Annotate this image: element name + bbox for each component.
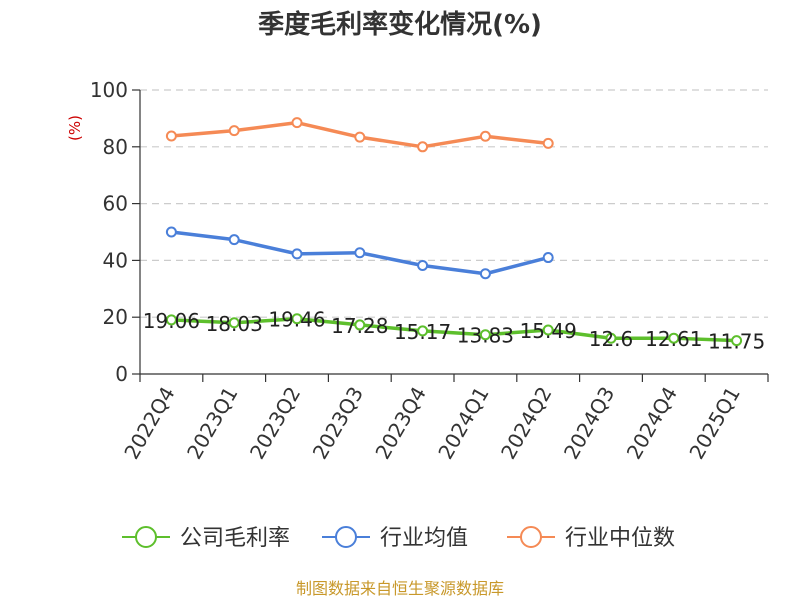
x-tick-label: 2024Q3 bbox=[559, 383, 619, 464]
data-point[interactable] bbox=[479, 329, 491, 341]
legend-label: 行业均值 bbox=[380, 526, 468, 551]
data-point[interactable] bbox=[291, 313, 303, 325]
data-point[interactable] bbox=[417, 325, 429, 337]
data-label: 15.49 bbox=[520, 319, 577, 343]
legend-label: 公司毛利率 bbox=[180, 526, 290, 551]
y-tick-label: 60 bbox=[103, 192, 128, 216]
data-point[interactable] bbox=[228, 317, 240, 329]
data-labels: 19.06 18.03 19.46 17.28 15.17 13.83 15.49 12.6 1… bbox=[143, 308, 765, 354]
data-point[interactable] bbox=[605, 332, 617, 344]
x-tick-label: 2023Q2 bbox=[245, 383, 305, 464]
legend-item-0[interactable]: 公司毛利率 bbox=[122, 526, 290, 551]
source-note: 制图数据来自恒生聚源数据库 bbox=[296, 579, 504, 598]
data-point[interactable] bbox=[228, 125, 240, 137]
legend-label: 行业中位数 bbox=[565, 526, 675, 551]
data-point[interactable] bbox=[228, 234, 240, 246]
legend-swatch-marker bbox=[135, 526, 157, 548]
data-point[interactable] bbox=[354, 319, 366, 331]
y-axis-unit: (%) bbox=[66, 115, 84, 141]
data-point[interactable] bbox=[165, 130, 177, 142]
data-point[interactable] bbox=[417, 260, 429, 272]
y-tick-label: 100 bbox=[90, 78, 128, 102]
data-point[interactable] bbox=[479, 268, 491, 280]
y-tick-label: 0 bbox=[115, 362, 128, 386]
data-label: 13.83 bbox=[457, 324, 514, 348]
x-tick-label: 2023Q4 bbox=[370, 383, 430, 464]
legend-item-1[interactable]: 行业均值 bbox=[322, 526, 468, 551]
data-label: 12.61 bbox=[645, 327, 702, 351]
data-point[interactable] bbox=[542, 252, 554, 264]
x-tick-labels: 2022Q4 2023Q1 2023Q2 2023Q3 2023Q4 2024Q1 2024… bbox=[119, 383, 745, 464]
y-tick-labels: 0 20 40 60 80 100 bbox=[90, 78, 128, 386]
data-label: 15.17 bbox=[394, 320, 451, 344]
y-tick-label: 40 bbox=[103, 248, 128, 272]
legend-item-2[interactable]: 行业中位数 bbox=[507, 526, 675, 551]
legend-swatch-marker bbox=[335, 526, 357, 548]
x-tick-label: 2025Q1 bbox=[684, 383, 744, 464]
legend-swatch-marker bbox=[520, 526, 542, 548]
chart-title: 季度毛利率变化情况(%) bbox=[258, 9, 542, 40]
data-label: 19.06 bbox=[143, 309, 200, 333]
data-point[interactable] bbox=[354, 131, 366, 143]
data-point[interactable] bbox=[731, 335, 743, 347]
data-point[interactable] bbox=[291, 248, 303, 260]
data-point[interactable] bbox=[417, 141, 429, 153]
y-tick-label: 20 bbox=[103, 305, 128, 329]
data-point[interactable] bbox=[165, 226, 177, 238]
x-tick-label: 2023Q3 bbox=[308, 383, 368, 464]
series-line-0 bbox=[169, 316, 739, 343]
legend[interactable]: 公司毛利率 行业均值 行业中位数 bbox=[122, 526, 675, 551]
data-point[interactable] bbox=[354, 247, 366, 259]
data-point[interactable] bbox=[542, 324, 554, 336]
data-label: 11.75 bbox=[708, 330, 765, 354]
data-label: 19.46 bbox=[268, 308, 325, 332]
y-tick-label: 80 bbox=[103, 135, 128, 159]
data-label: 17.28 bbox=[331, 314, 388, 338]
grid-lines bbox=[140, 89, 768, 318]
x-tick-label: 2023Q1 bbox=[182, 383, 242, 464]
x-tick-label: 2024Q2 bbox=[496, 383, 556, 464]
x-tick-label: 2022Q4 bbox=[119, 383, 179, 464]
data-point[interactable] bbox=[479, 130, 491, 142]
data-point[interactable] bbox=[668, 332, 680, 344]
axes bbox=[132, 89, 769, 382]
series-lines bbox=[165, 117, 743, 347]
x-tick-label: 2024Q4 bbox=[622, 383, 682, 464]
data-label: 18.03 bbox=[206, 312, 263, 336]
data-point[interactable] bbox=[165, 314, 177, 326]
data-point[interactable] bbox=[291, 117, 303, 129]
data-label: 12.6 bbox=[589, 327, 634, 351]
x-tick-label: 2024Q1 bbox=[433, 383, 493, 464]
data-point[interactable] bbox=[542, 137, 554, 149]
